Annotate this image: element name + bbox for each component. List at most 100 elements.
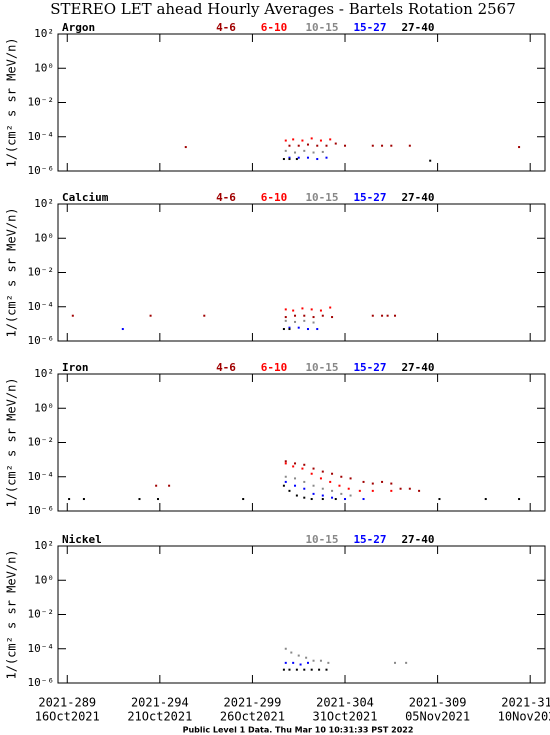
data-point	[121, 328, 124, 331]
data-point	[316, 158, 319, 161]
data-point	[321, 498, 324, 501]
data-point	[303, 463, 306, 466]
data-point	[310, 472, 313, 475]
legend-entry: 27-40	[401, 533, 434, 546]
data-point	[390, 482, 393, 485]
legend-entry: 10-15	[305, 191, 338, 204]
data-point	[484, 498, 487, 501]
data-point	[288, 668, 291, 671]
y-tick-label: 10²	[34, 197, 54, 210]
data-point	[310, 668, 313, 671]
data-point	[306, 328, 309, 331]
data-point	[284, 661, 287, 664]
data-point	[303, 668, 306, 671]
y-axis-label: 1/(cm² s sr MeV/n)	[5, 377, 19, 507]
data-point	[319, 477, 322, 480]
data-point	[306, 143, 309, 146]
data-point	[394, 314, 397, 317]
data-point	[321, 494, 324, 497]
legend-entry: 10-15	[305, 533, 338, 546]
data-point	[340, 492, 343, 495]
data-point	[344, 144, 347, 147]
x-tick-label: 2021-304	[316, 696, 374, 710]
data-point	[297, 326, 300, 329]
data-point	[82, 498, 85, 501]
data-point	[386, 314, 389, 317]
data-point	[301, 467, 304, 470]
data-point	[312, 492, 315, 495]
x-tick-date: 05Nov2021	[405, 710, 470, 724]
data-point	[288, 144, 291, 147]
data-point	[331, 472, 334, 475]
data-point	[71, 314, 74, 317]
data-point	[381, 314, 384, 317]
x-tick-date: 10Nov2021	[498, 710, 550, 724]
data-point	[288, 158, 291, 161]
y-tick-label: 10⁻⁶	[28, 504, 55, 517]
x-tick-date: 31Oct2021	[312, 710, 377, 724]
y-tick-label: 10⁻⁴	[28, 300, 55, 313]
data-point	[331, 496, 334, 499]
legend-entry: 6-10	[261, 191, 288, 204]
data-point	[381, 480, 384, 483]
y-axis-label: 1/(cm² s sr MeV/n)	[5, 549, 19, 679]
data-point	[325, 144, 328, 147]
data-point	[310, 498, 313, 501]
data-point	[282, 158, 285, 161]
data-point	[288, 326, 291, 329]
data-point	[371, 314, 374, 317]
data-point	[156, 498, 159, 501]
data-point	[282, 328, 285, 331]
data-point	[306, 156, 309, 159]
y-tick-label: 10⁻²	[28, 436, 55, 449]
data-point	[325, 668, 328, 671]
legend-entry: 4-6	[216, 361, 236, 374]
legend-entry: 10-15	[305, 361, 338, 374]
plot-frame	[57, 373, 546, 512]
data-point	[284, 475, 287, 478]
data-point	[303, 314, 306, 317]
y-tick-label: 10⁻²	[28, 608, 55, 621]
data-point	[282, 484, 285, 487]
plot-frame	[57, 203, 546, 342]
y-tick-label: 10⁻⁴	[28, 470, 55, 483]
data-point	[184, 146, 187, 149]
data-point	[329, 480, 332, 483]
panel-title: Nickel	[62, 533, 102, 546]
data-point	[338, 484, 341, 487]
data-point	[518, 146, 521, 149]
data-point	[312, 321, 315, 324]
data-point	[325, 156, 328, 159]
data-point	[318, 668, 321, 671]
data-point	[284, 308, 287, 311]
data-point	[284, 149, 287, 152]
data-point	[292, 661, 295, 664]
data-point	[381, 144, 384, 147]
legend-entry: 15-27	[353, 361, 386, 374]
data-point	[282, 668, 285, 671]
legend-entry: 27-40	[401, 191, 434, 204]
y-tick-label: 10⁻²	[28, 266, 55, 279]
data-point	[362, 498, 365, 501]
data-point	[292, 465, 295, 468]
y-tick-label: 10⁻⁴	[28, 130, 55, 143]
data-point	[299, 663, 302, 666]
data-point	[294, 320, 297, 323]
data-point	[138, 498, 141, 501]
data-point	[371, 482, 374, 485]
data-point	[303, 487, 306, 490]
data-point	[303, 480, 306, 483]
x-tick-label: 2021-289	[38, 696, 96, 710]
data-point	[295, 158, 298, 161]
footer: Public Level 1 Data. Thu Mar 10 10:31:33…	[183, 726, 414, 735]
data-point	[316, 328, 319, 331]
data-point	[301, 139, 304, 142]
data-point	[390, 489, 393, 492]
data-point	[321, 150, 324, 153]
y-axis-label: 1/(cm² s sr MeV/n)	[5, 207, 19, 337]
data-point	[292, 138, 295, 141]
data-point	[319, 139, 322, 142]
data-point	[284, 319, 287, 322]
data-point	[310, 308, 313, 311]
